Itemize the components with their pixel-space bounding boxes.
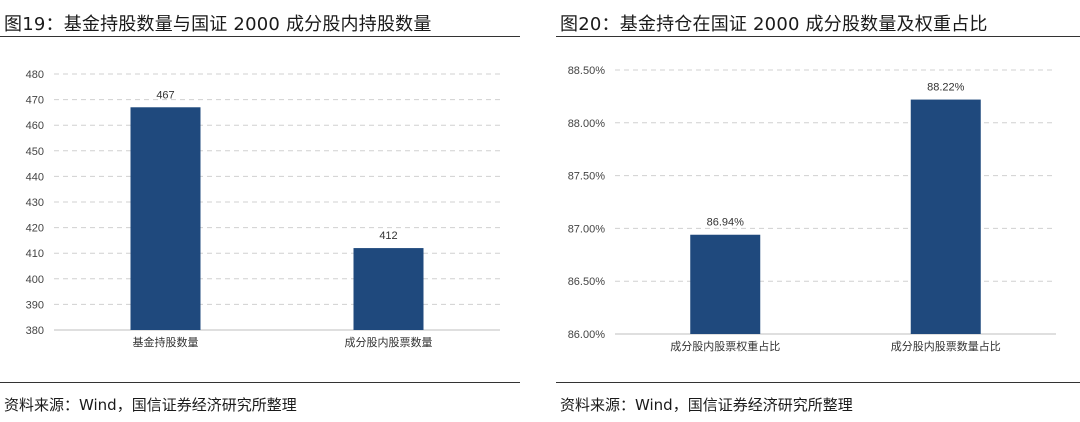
bar — [910, 99, 981, 335]
data-label: 412 — [379, 230, 397, 242]
y-tick-label: 430 — [26, 197, 44, 209]
y-tick-label: 86.50% — [568, 276, 606, 288]
data-label: 467 — [156, 89, 174, 101]
y-tick-label: 420 — [26, 223, 44, 235]
bar-chart: 380 390 400 410 420 430 440 450 460 470 480 467 基金持股… — [26, 69, 500, 349]
x-tick-label: 基金持股数量 — [133, 335, 199, 349]
y-tick-label: 480 — [26, 69, 44, 81]
title-rule — [0, 36, 520, 37]
y-tick-label: 450 — [26, 146, 44, 158]
y-tick-label: 410 — [26, 248, 44, 260]
figure-title: 图20：基金持仓在国证 2000 成分股数量及权重占比 — [560, 14, 988, 35]
y-tick-label: 88.50% — [568, 65, 606, 77]
chart-panel-left: 图19：基金持股数量与国证 2000 成分股内持股数量 380 390 400 410… — [0, 0, 520, 422]
y-tick-label: 87.00% — [568, 223, 606, 235]
source-rule — [0, 382, 520, 383]
y-tick-label: 86.00% — [568, 329, 606, 341]
data-label: 86.94% — [707, 217, 745, 229]
data-label: 88.22% — [927, 82, 965, 94]
bar — [690, 234, 761, 334]
x-tick-label: 成分股内股票数量 — [345, 335, 433, 349]
y-tick-label: 87.50% — [568, 171, 606, 183]
y-tick-label: 380 — [26, 325, 44, 337]
y-tick-label: 88.00% — [568, 118, 606, 130]
bar — [353, 248, 424, 330]
title-rule — [556, 36, 1080, 37]
y-tick-label: 440 — [26, 171, 44, 183]
source-note: 资料来源：Wind，国信证券经济研究所整理 — [560, 396, 853, 414]
bar — [130, 107, 201, 330]
source-rule — [556, 382, 1080, 383]
y-tick-label: 390 — [26, 299, 44, 311]
y-tick-label: 400 — [26, 274, 44, 286]
chart-panel-right: 图20：基金持仓在国证 2000 成分股数量及权重占比 86.00% 86.50%… — [556, 0, 1080, 422]
y-tick-label: 470 — [26, 95, 44, 107]
figure-title: 图19：基金持股数量与国证 2000 成分股内持股数量 — [4, 14, 432, 35]
y-tick-label: 460 — [26, 120, 44, 132]
x-tick-label: 成分股内股票数量占比 — [891, 339, 1001, 353]
bar-chart: 86.00% 86.50% 87.00% 87.50% 88.00% 88.50% 86.9… — [568, 65, 1056, 353]
x-tick-label: 成分股内股票权重占比 — [670, 339, 780, 353]
source-note: 资料来源：Wind，国信证券经济研究所整理 — [4, 396, 297, 414]
